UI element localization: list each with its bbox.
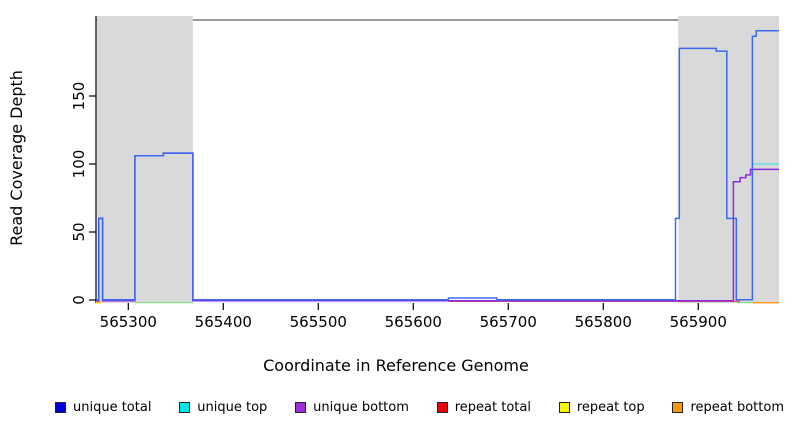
- legend: unique total unique top unique bottom repea…: [55, 400, 784, 415]
- y-tick-label: 0: [70, 295, 88, 305]
- shaded-region: [678, 16, 779, 303]
- legend-item-repeat-total: repeat total: [436, 400, 531, 415]
- x-tick-label: 565800: [575, 313, 632, 331]
- legend-swatch: [55, 402, 66, 413]
- legend-label: unique top: [197, 400, 268, 415]
- coverage-plot: 0 50 100 150 Read Coverage Depth 565300 565400…: [7, 16, 779, 331]
- legend-swatch: [436, 402, 448, 413]
- y-axis-title: Read Coverage Depth: [7, 70, 26, 246]
- x-tick-label: 565700: [480, 313, 537, 331]
- legend-item-unique-top: unique top: [179, 400, 267, 415]
- legend-swatch: [295, 402, 307, 413]
- x-axis-title: Coordinate in Reference Genome: [263, 356, 529, 375]
- coverage-plot-area: 0 50 100 150 Read Coverage Depth 565300 565400…: [7, 16, 779, 331]
- shaded-region: [96, 16, 193, 303]
- legend-swatch: [672, 402, 684, 413]
- legend-item-repeat-bottom: repeat bottom: [672, 400, 784, 415]
- legend-label: repeat total: [454, 400, 531, 415]
- y-tick-label: 50: [70, 222, 88, 241]
- x-tick-label: 565900: [670, 313, 727, 331]
- legend-label: repeat bottom: [690, 400, 784, 415]
- x-tick-label: 565600: [385, 313, 442, 331]
- x-tick-label: 565300: [100, 313, 157, 331]
- x-tick-label: 565400: [195, 313, 252, 331]
- legend-label: repeat top: [576, 400, 645, 415]
- legend-item-unique-bottom: unique bottom: [295, 400, 409, 415]
- series-unique-bottom: [96, 152, 779, 302]
- y-tick-label: 100: [70, 150, 88, 179]
- legend-swatch: [179, 402, 191, 413]
- legend-swatch: [558, 402, 570, 413]
- series-unique-total: [96, 29, 779, 301]
- legend-item-unique-total: unique total: [55, 400, 151, 415]
- legend-label: unique bottom: [313, 400, 409, 415]
- y-tick-label: 150: [70, 82, 88, 111]
- legend-item-repeat-top: repeat top: [558, 400, 645, 415]
- x-tick-label: 565500: [290, 313, 347, 331]
- legend-label: unique total: [73, 400, 152, 415]
